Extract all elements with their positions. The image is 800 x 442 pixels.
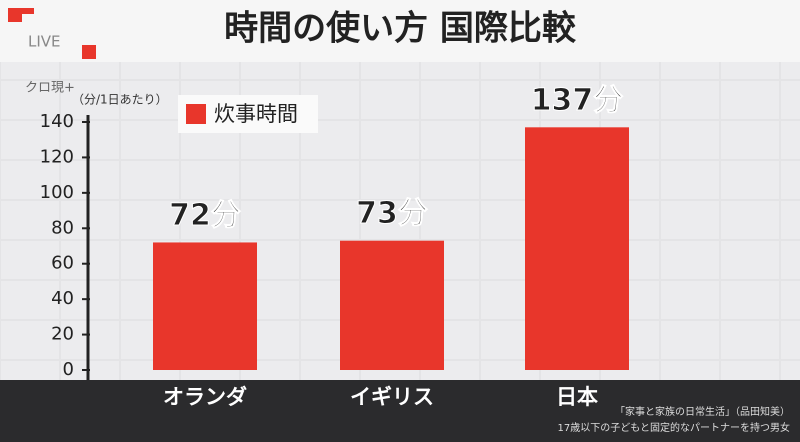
logo-square [8, 8, 22, 22]
logo-square [22, 8, 34, 14]
y-tick-label: 140 [40, 111, 74, 132]
y-tick-label: 80 [51, 217, 74, 238]
x-tick-label: イギリス [350, 385, 434, 409]
bar [153, 242, 257, 370]
y-tick-label: 40 [51, 288, 74, 309]
x-tick-label: 日本 [556, 385, 598, 409]
bar [340, 240, 444, 370]
footer-band [0, 380, 800, 442]
logo-square [82, 45, 96, 59]
y-tick-label: 60 [51, 253, 74, 274]
value-label: 72分 [169, 198, 241, 233]
legend-label: 炊事時間 [214, 102, 298, 126]
legend-swatch [186, 104, 206, 124]
x-tick-label: オランダ [163, 385, 247, 409]
value-label: 137分 [531, 83, 624, 118]
source-note: 17歳以下の子どもと固定的なパートナーを持つ男女 [557, 421, 790, 434]
value-label: 73分 [356, 196, 428, 231]
program-logo: クロ現+ [25, 81, 75, 96]
y-tick-label: 100 [40, 182, 74, 203]
y-tick-label: 0 [63, 359, 74, 380]
bar [525, 127, 629, 370]
source-note: 「家事と家族の日常生活」（品田知美） [615, 405, 790, 418]
y-tick-label: 20 [51, 324, 74, 345]
unit-label: （分/1日あたり） [72, 93, 168, 107]
live-badge: LIVE [28, 33, 61, 51]
title-band [0, 0, 800, 62]
chart-title: 時間の使い方 国際比較 [224, 9, 577, 49]
y-tick-label: 120 [40, 146, 74, 167]
